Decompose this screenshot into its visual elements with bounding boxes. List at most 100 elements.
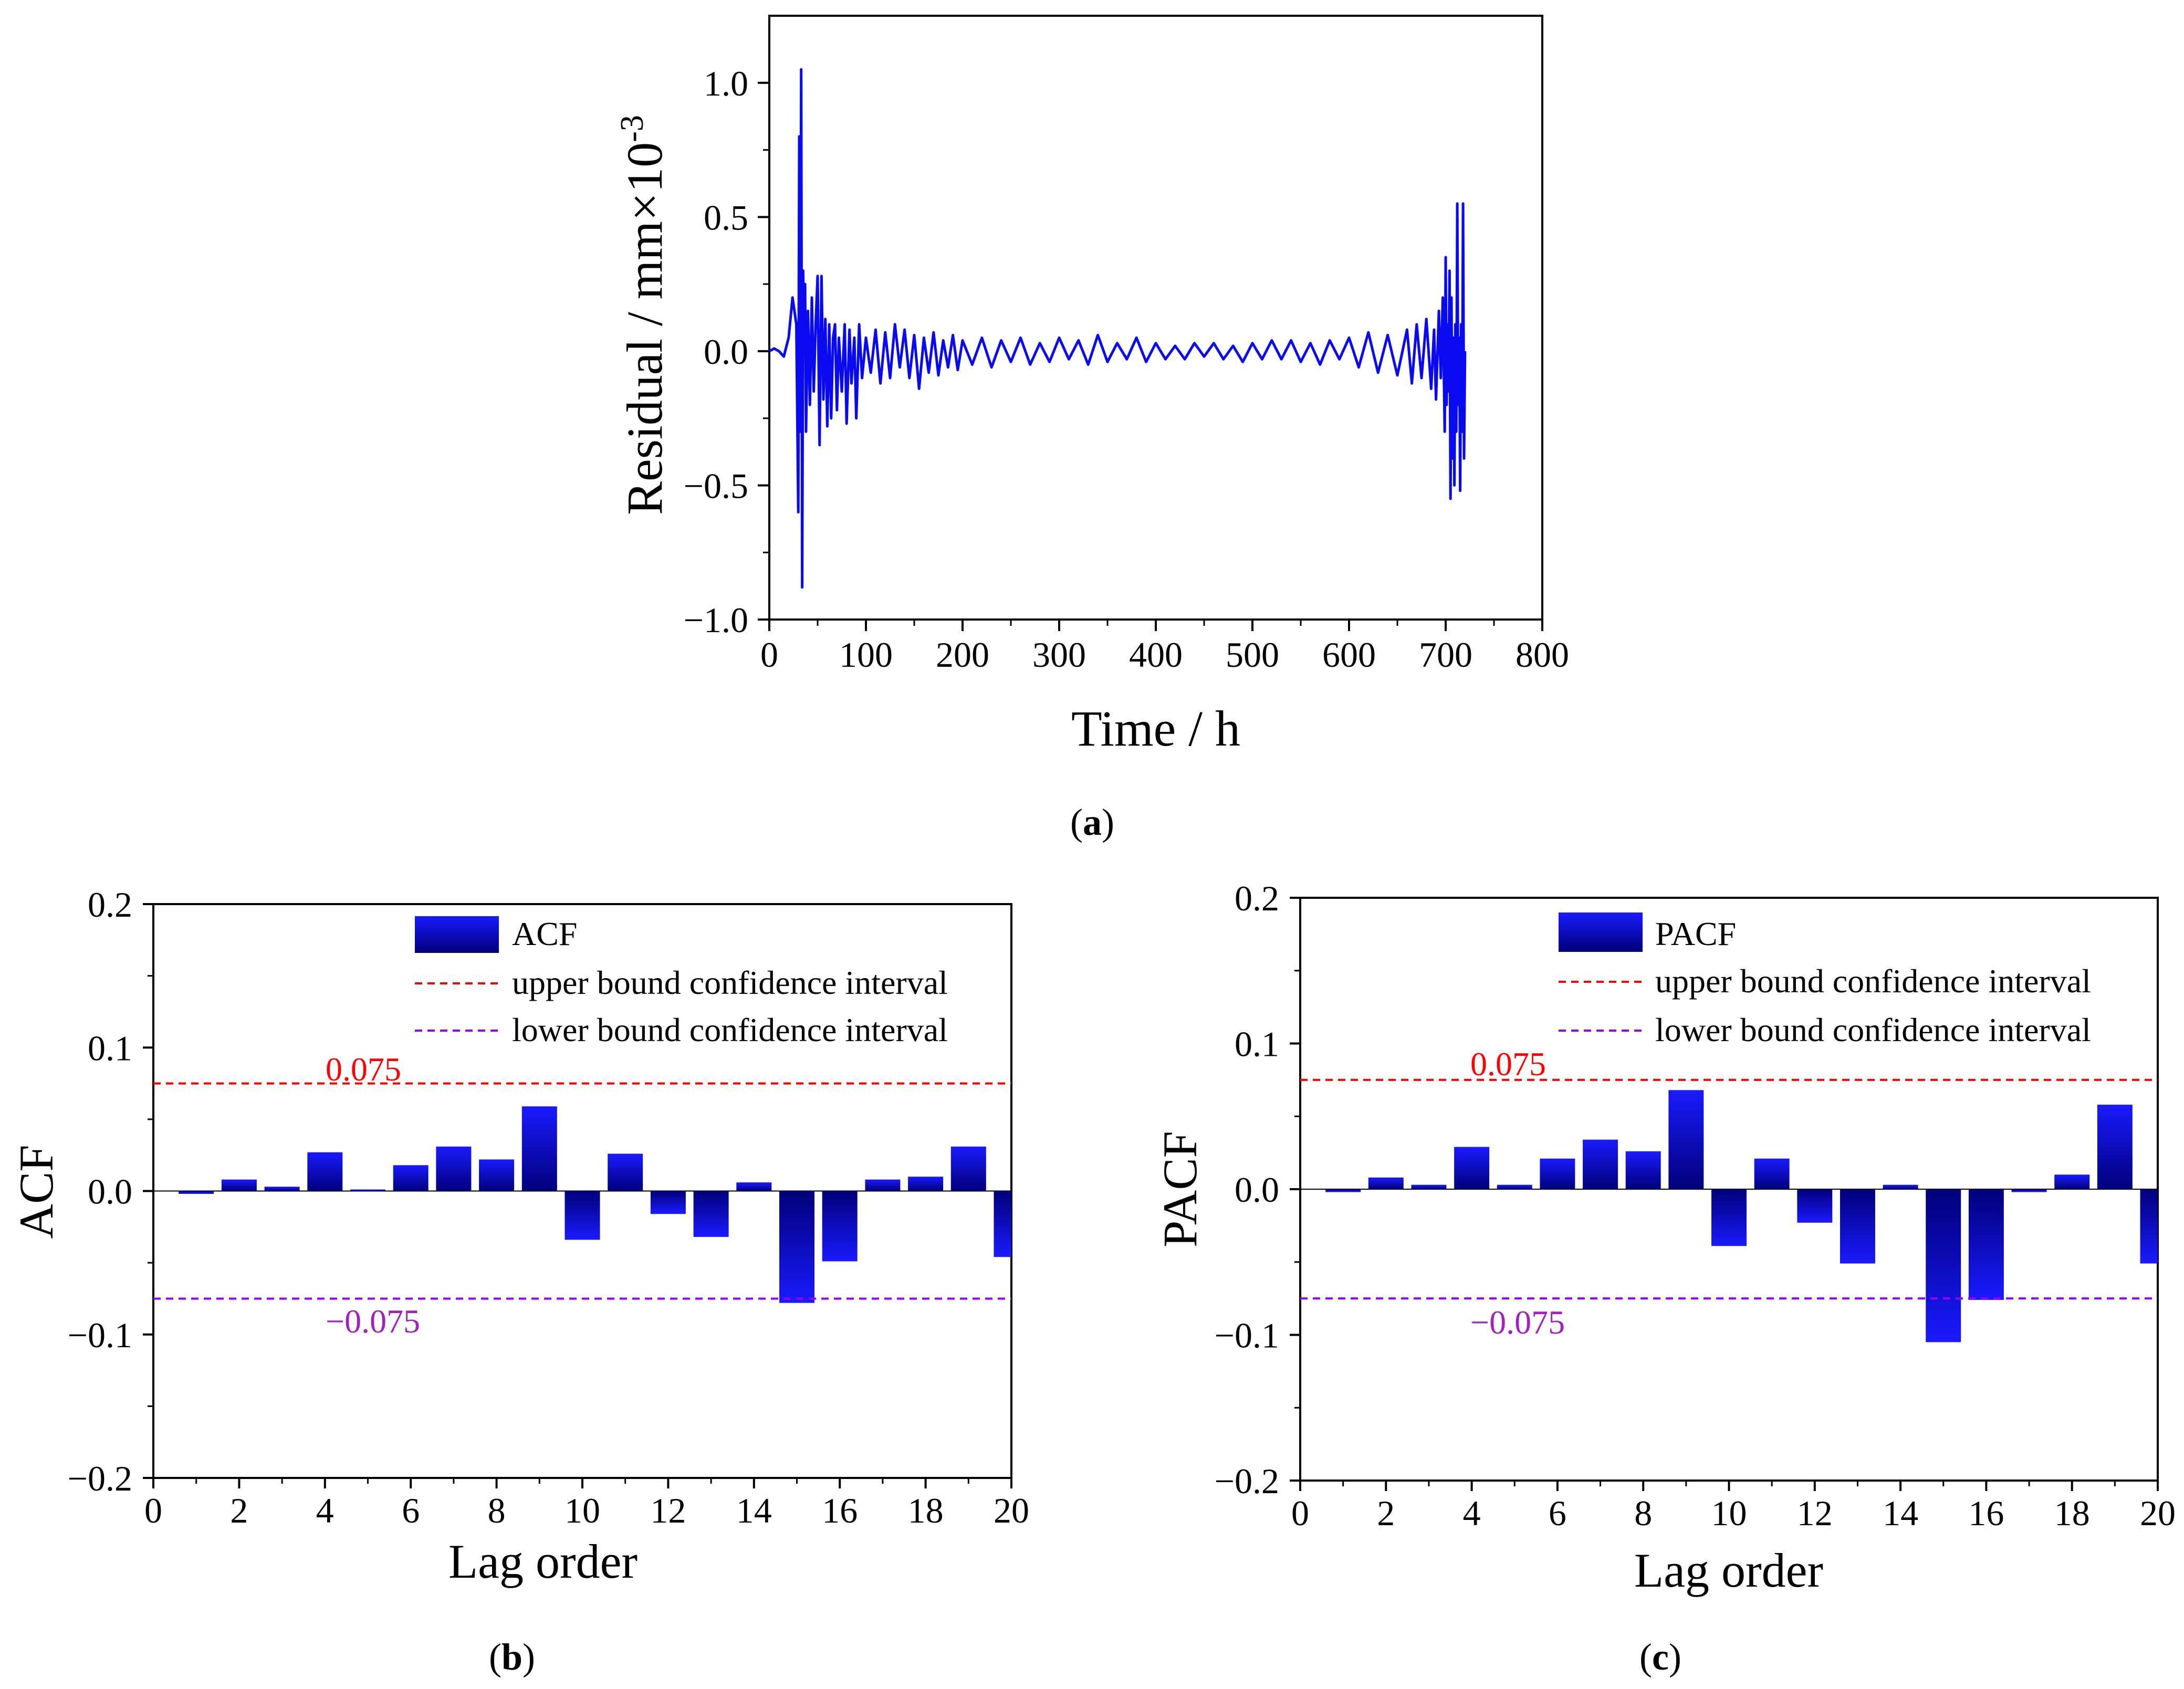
bar-lag-13 [1840, 1189, 1875, 1264]
bar-lag-1 [1325, 1189, 1361, 1192]
bar-lag-9 [521, 1106, 557, 1191]
bar-lag-3 [264, 1187, 300, 1191]
legend-label-lower: lower bound confidence interval [512, 1011, 948, 1048]
legend-label-series: ACF [512, 915, 578, 952]
x-tick-label: 500 [1226, 635, 1279, 675]
y-tick-label: 0.0 [1235, 1170, 1279, 1210]
x-tick-label: 8 [1634, 1493, 1652, 1533]
x-tick-label: 12 [650, 1491, 686, 1530]
x-tick-label: 0 [760, 635, 778, 675]
y-tick-label: −0.1 [1215, 1316, 1279, 1356]
y-tick-label: 0.1 [1235, 1024, 1279, 1064]
y-tick-label: 0.0 [704, 332, 748, 372]
x-tick-label: 2 [1377, 1493, 1395, 1533]
x-tick-label: 0 [1291, 1493, 1309, 1533]
x-axis-label: Lag order [448, 1535, 638, 1588]
y-tick-label: −1.0 [684, 600, 748, 640]
x-tick-label: 20 [2140, 1493, 2176, 1533]
x-tick-label: 400 [1129, 635, 1183, 675]
upper-bound-value-label: 0.075 [326, 1051, 401, 1088]
bar-lag-3 [1411, 1184, 1447, 1189]
y-tick-label: 0.5 [704, 197, 748, 237]
bar-lag-16 [822, 1191, 858, 1262]
bar-lag-20 [2140, 1189, 2158, 1264]
residual-series-line [768, 68, 1467, 589]
legend-label-lower: lower bound confidence interval [1655, 1011, 2091, 1048]
y-tick-label: 1.0 [704, 64, 748, 103]
bar-lag-2 [1368, 1177, 1404, 1189]
x-tick-label: 8 [488, 1491, 506, 1530]
legend-swatch-bar [415, 916, 499, 953]
x-tick-label: 20 [994, 1491, 1029, 1530]
bar-lag-14 [736, 1182, 772, 1191]
bar-lag-1 [179, 1191, 214, 1194]
x-tick-label: 300 [1032, 635, 1086, 675]
bar-lag-11 [1754, 1158, 1790, 1189]
bar-lag-10 [565, 1191, 600, 1240]
bar-lag-15 [779, 1191, 814, 1303]
bar-lag-15 [1926, 1189, 1961, 1342]
x-tick-label: 14 [736, 1491, 772, 1530]
x-tick-label: 10 [565, 1491, 600, 1530]
bar-lag-8 [1625, 1151, 1661, 1189]
x-tick-label: 100 [839, 635, 893, 675]
bar-lag-13 [693, 1191, 729, 1237]
x-tick-label: 700 [1419, 635, 1472, 675]
x-tick-label: 6 [402, 1491, 420, 1530]
x-tick-label: 10 [1711, 1493, 1747, 1533]
x-tick-label: 16 [822, 1491, 858, 1530]
y-tick-label: 0.2 [1235, 878, 1279, 918]
legend-label-upper: upper bound confidence interval [1655, 962, 2091, 1000]
bar-lag-10 [1711, 1189, 1747, 1246]
x-tick-label: 800 [1516, 635, 1569, 675]
plot-frame [768, 15, 1543, 621]
x-tick-label: 18 [908, 1491, 944, 1530]
y-tick-label: −0.2 [1215, 1461, 1279, 1501]
panel-caption: (c) [1639, 1636, 1681, 1678]
bar-lag-12 [650, 1191, 686, 1214]
lower-bound-value-label: −0.075 [1470, 1304, 1565, 1341]
y-axis-label: ACF [9, 1145, 63, 1239]
bar-lag-11 [608, 1153, 643, 1191]
bar-lag-19 [2097, 1105, 2133, 1189]
legend: PACF upper bound confidence interval low… [1559, 912, 2091, 1048]
y-tick-label: 0.1 [88, 1028, 132, 1068]
bar-lag-5 [1497, 1184, 1532, 1189]
x-tick-label: 600 [1322, 635, 1376, 675]
bar-lag-16 [1968, 1189, 2004, 1300]
x-tick-label: 6 [1549, 1493, 1566, 1533]
x-tick-label: 0 [144, 1491, 162, 1530]
legend-label-upper: upper bound confidence interval [512, 964, 948, 1001]
bar-lag-8 [479, 1159, 515, 1191]
bar-lag-7 [436, 1146, 472, 1191]
panel-caption: (b) [489, 1636, 535, 1678]
y-axis-label: Residual / mm×10-3 [614, 115, 673, 515]
y-tick-label: 0.2 [88, 885, 132, 925]
bar-lag-4 [1454, 1147, 1490, 1189]
bar-lag-12 [1797, 1189, 1833, 1223]
x-tick-label: 12 [1797, 1493, 1833, 1533]
bar-lag-6 [393, 1165, 429, 1191]
bar-lag-18 [908, 1177, 944, 1191]
bar-lag-20 [994, 1191, 1011, 1257]
chart-panel-c: −0.2 −0.1 0.0 0.1 0.2 0 2 4 6 8 10 12 14 16 18 20 0.07… [1153, 878, 2176, 1678]
bar-lag-9 [1668, 1090, 1704, 1189]
bar-lag-2 [221, 1179, 257, 1191]
bar-lag-18 [2054, 1174, 2090, 1189]
bar-lag-19 [950, 1146, 986, 1191]
x-tick-label: 4 [1463, 1493, 1481, 1533]
y-tick-label: −0.1 [68, 1315, 132, 1355]
x-tick-label: 14 [1883, 1493, 1918, 1533]
x-tick-label: 18 [2054, 1493, 2090, 1533]
bar-lag-7 [1583, 1139, 1618, 1189]
x-axis-label: Time / h [1071, 700, 1240, 757]
bar-lag-5 [350, 1189, 385, 1191]
x-tick-label: 16 [1968, 1493, 2004, 1533]
lower-bound-value-label: −0.075 [326, 1303, 420, 1340]
chart-panel-a: −1.0 −0.5 0.0 0.5 1.0 0 100 200 300 400 500 600 700… [614, 15, 1569, 843]
legend-swatch-bar [1559, 912, 1643, 952]
bar-lag-17 [865, 1179, 901, 1191]
bar-lag-4 [307, 1152, 343, 1191]
upper-bound-value-label: 0.075 [1470, 1045, 1546, 1083]
